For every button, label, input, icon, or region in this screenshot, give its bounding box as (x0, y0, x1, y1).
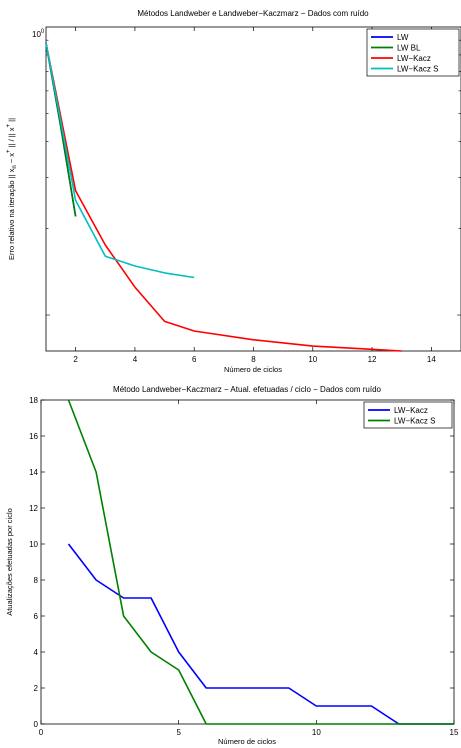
x-tick-label: 10 (308, 355, 317, 364)
chart-2-title: Método Landweber−Kaczmarz − Atual. efetu… (113, 385, 381, 394)
legend-label: LW−Kacz S (397, 65, 438, 74)
series-line-lw-kacz (45, 42, 402, 352)
chart-1-xlabel: Número de ciclos (224, 365, 282, 374)
x-tick-label: 10 (312, 728, 321, 737)
y-tick-label: 6 (34, 612, 39, 621)
y-tick-label: 8 (34, 576, 39, 585)
chart-2-lines (67, 399, 454, 725)
chart-1-x-ticks: 2 4 6 8 10 12 14 (46, 27, 461, 364)
series-line-lw-kacz-s (45, 42, 195, 279)
x-tick-label: 8 (251, 355, 256, 364)
y-tick-label: 14 (29, 468, 38, 477)
chart-2-ticks: 0 5 10 15 0 2 4 6 8 10 12 14 16 18 (29, 396, 459, 737)
chart-2-ylabel: Atualizações efetuadas por ciclo (5, 508, 14, 616)
y-tick-label: 18 (29, 396, 38, 405)
y-tick-label: 2 (34, 684, 39, 693)
legend-box (363, 401, 453, 429)
x-tick-label: 6 (192, 355, 197, 364)
legend-label: LW BL (397, 44, 421, 53)
series-line-lw-kacz (67, 543, 454, 725)
legend-label: LW (397, 33, 409, 42)
y-tick-label: 12 (29, 504, 38, 513)
chart-1-lines (45, 42, 402, 352)
x-tick-label: 14 (427, 355, 436, 364)
y-tick-label: 0 (34, 720, 39, 729)
y-tick-label-10-0: 100 (32, 29, 45, 39)
series-line-lw-kacz-s (67, 399, 454, 725)
chart-1-plot-area (45, 26, 461, 352)
legend-label: LW−Kacz (397, 54, 431, 63)
chart-1: Métodos Landweber e Landweber−Kaczmarz −… (6, 9, 461, 374)
x-tick-label: 15 (450, 728, 459, 737)
x-tick-label: 12 (368, 355, 377, 364)
x-tick-label: 0 (39, 728, 44, 737)
chart-1-y-tick-top: 100 (32, 29, 45, 39)
chart-2-legend: LW−Kacz LW−Kacz S (363, 401, 453, 429)
chart-2: Método Landweber−Kaczmarz − Atual. efetu… (5, 385, 459, 746)
x-tick-label: 4 (133, 355, 138, 364)
legend-label: LW−Kacz S (394, 417, 435, 426)
legend-label: LW−Kacz (394, 406, 428, 415)
x-tick-label: 2 (73, 355, 78, 364)
y-tick-label: 16 (29, 432, 38, 441)
y-tick-label: 4 (34, 648, 39, 657)
chart-2-y-axis-label: Atualizações efetuadas por ciclo (5, 508, 14, 616)
chart-1-y-axis-label: Erro relativo na iteração || xn − x+ || … (6, 118, 18, 260)
x-tick-label: 5 (176, 728, 181, 737)
y-tick-label: 10 (29, 540, 38, 549)
chart-1-ylabel-text: Erro relativo na iteração || xn − x+ || … (6, 118, 18, 260)
chart-2-plot-area (40, 399, 455, 725)
chart-1-title: Métodos Landweber e Landweber−Kaczmarz −… (137, 9, 369, 18)
chart-2-xlabel: Número de ciclos (218, 737, 276, 746)
